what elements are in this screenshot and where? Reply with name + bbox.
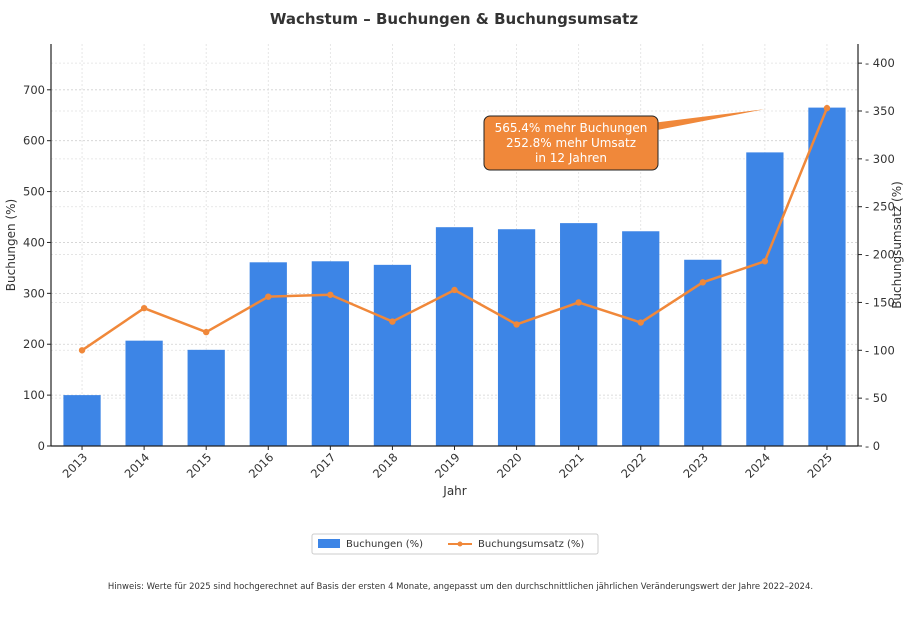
line-point-2018 <box>389 318 396 325</box>
y-tick-label: 400 <box>23 235 45 249</box>
annotation-line-3: in 12 Jahren <box>535 151 607 165</box>
line-point-2021 <box>575 299 582 306</box>
line-point-2015 <box>202 328 210 336</box>
x-tick-label: 2013 <box>60 450 91 481</box>
x-tick-label: 2015 <box>184 450 215 481</box>
bar-2014 <box>125 340 163 446</box>
x-tick-label: 2025 <box>804 450 835 481</box>
y2-tick-label: - 100 <box>865 343 895 357</box>
y2-tick-label: - 300 <box>865 152 895 166</box>
line-point-2020 <box>513 321 520 328</box>
y2-tick-label: - 150 <box>865 295 895 309</box>
line-point-2019 <box>451 286 458 294</box>
bar-2015 <box>187 349 225 446</box>
bar-2020 <box>497 229 536 446</box>
bar-2016 <box>249 262 287 446</box>
footnote: Hinweis: Werte für 2025 sind hochgerechn… <box>107 582 814 592</box>
y2-tick-label: - 400 <box>865 56 895 70</box>
bar-2022 <box>622 231 660 446</box>
y-tick-label: 300 <box>23 286 45 300</box>
annotation-callout: 565.4% mehr Buchungen 252.8% mehr Umsatz… <box>483 109 765 171</box>
bar-2013 <box>63 395 101 446</box>
y-tick-label: 600 <box>23 134 45 148</box>
bar-2019 <box>435 227 474 446</box>
y2-tick-label: - 250 <box>865 200 895 214</box>
line-point-2023 <box>699 279 707 286</box>
y2-tick-label: - 350 <box>865 104 895 118</box>
line-point-2013 <box>78 347 86 354</box>
bar-2017 <box>311 261 349 446</box>
y-tick-label: 500 <box>23 185 45 199</box>
line-point-2025 <box>823 104 831 112</box>
annotation-box <box>483 115 659 171</box>
x-tick-label: 2020 <box>494 450 525 481</box>
legend-label-bar: Buchungen (%) <box>346 539 423 550</box>
y2-tick-label: - 0 <box>865 439 880 453</box>
bar-2021 <box>560 223 598 446</box>
x-tick-label: 2022 <box>618 450 649 481</box>
x-tick-label: 2023 <box>680 450 711 481</box>
annotation-arrow <box>652 109 765 131</box>
bar-2025 <box>808 107 846 446</box>
x-tick-label: 2019 <box>432 450 463 481</box>
line-series <box>78 104 831 354</box>
x-axis-label: Jahr <box>442 484 466 498</box>
y2-axis-label: Buchungsumsatz (%) <box>890 181 904 309</box>
line-point-2016 <box>265 293 272 300</box>
line-point-2024 <box>761 258 769 265</box>
y-tick-label: 700 <box>23 83 45 97</box>
x-tick-label: 2017 <box>308 450 339 481</box>
chart-title: Wachstum – Buchungen & Buchungsumsatz <box>270 10 638 28</box>
y2-tick-label: - 50 <box>865 391 887 405</box>
bar-2018 <box>373 264 412 446</box>
x-tick-label: 2014 <box>122 450 153 481</box>
line-point-2014 <box>140 304 148 312</box>
x-tick-label: 2021 <box>556 450 587 481</box>
legend-label-line: Buchungsumsatz (%) <box>478 539 584 550</box>
legend: Buchungen (%) Buchungsumsatz (%) <box>311 533 599 555</box>
y-tick-label: 100 <box>23 388 45 402</box>
line-point-2022 <box>637 319 644 326</box>
x-tick-label: 2018 <box>370 450 401 481</box>
bar-series <box>63 107 846 447</box>
x-tick-label: 2016 <box>246 450 277 481</box>
legend-swatch-marker <box>457 541 463 547</box>
legend-swatch-bar <box>318 539 340 548</box>
bar-2024 <box>746 152 784 447</box>
annotation-line-2: 252.8% mehr Umsatz <box>506 136 636 150</box>
y-tick-label: 0 <box>38 439 45 453</box>
bar-2023 <box>684 259 722 446</box>
line-point-2017 <box>327 291 334 298</box>
y2-tick-label: - 200 <box>865 248 895 262</box>
x-tick-label: 2024 <box>742 450 773 481</box>
y-tick-label: 200 <box>23 337 45 351</box>
annotation-line-1: 565.4% mehr Buchungen <box>495 121 648 135</box>
y-axis-label: Buchungen (%) <box>4 199 18 291</box>
